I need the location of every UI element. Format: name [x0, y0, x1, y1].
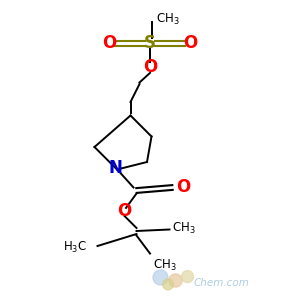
Text: O: O [176, 178, 190, 196]
Text: N: N [109, 159, 122, 177]
Text: CH$_3$: CH$_3$ [172, 220, 196, 236]
Circle shape [153, 270, 168, 285]
Text: S: S [144, 34, 156, 52]
Text: O: O [183, 34, 198, 52]
Circle shape [163, 279, 173, 290]
Text: O: O [102, 34, 117, 52]
Text: O: O [117, 202, 132, 220]
Circle shape [169, 274, 182, 287]
Text: Chem.com: Chem.com [194, 278, 250, 289]
Text: CH$_3$: CH$_3$ [153, 258, 177, 273]
Circle shape [182, 271, 194, 283]
Text: O: O [143, 58, 157, 76]
Text: H$_3$C: H$_3$C [63, 240, 87, 255]
Text: CH$_3$: CH$_3$ [156, 12, 180, 27]
